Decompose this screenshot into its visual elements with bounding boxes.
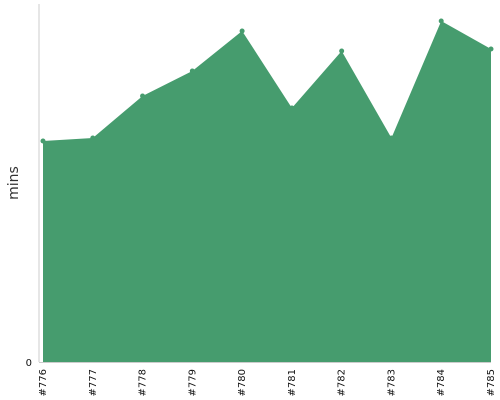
- x-tick-label: #778: [138, 369, 149, 396]
- data-point-8: [438, 18, 444, 24]
- data-point-6: [339, 48, 345, 54]
- y-tick-label: 0: [26, 358, 32, 369]
- x-tick-label: #784: [436, 369, 447, 396]
- x-tick-label: #780: [237, 369, 248, 396]
- data-point-1: [90, 135, 96, 141]
- x-tick-label: #782: [337, 369, 348, 396]
- data-point-5: [289, 105, 295, 111]
- data-point-2: [140, 93, 146, 99]
- x-tick-label: #781: [287, 369, 298, 396]
- y-axis-title: mins: [6, 166, 22, 200]
- area-series-0: [43, 21, 491, 362]
- data-point-4: [239, 28, 245, 34]
- data-point-3: [189, 68, 195, 74]
- x-tick-label: #776: [38, 369, 49, 396]
- x-tick-label: #783: [386, 369, 397, 396]
- x-tick-label: #779: [187, 369, 198, 396]
- x-tick-label: #777: [88, 369, 99, 396]
- data-point-9: [488, 46, 494, 52]
- x-tick-label: #785: [486, 369, 497, 396]
- data-point-0: [40, 138, 46, 144]
- data-point-7: [388, 135, 394, 141]
